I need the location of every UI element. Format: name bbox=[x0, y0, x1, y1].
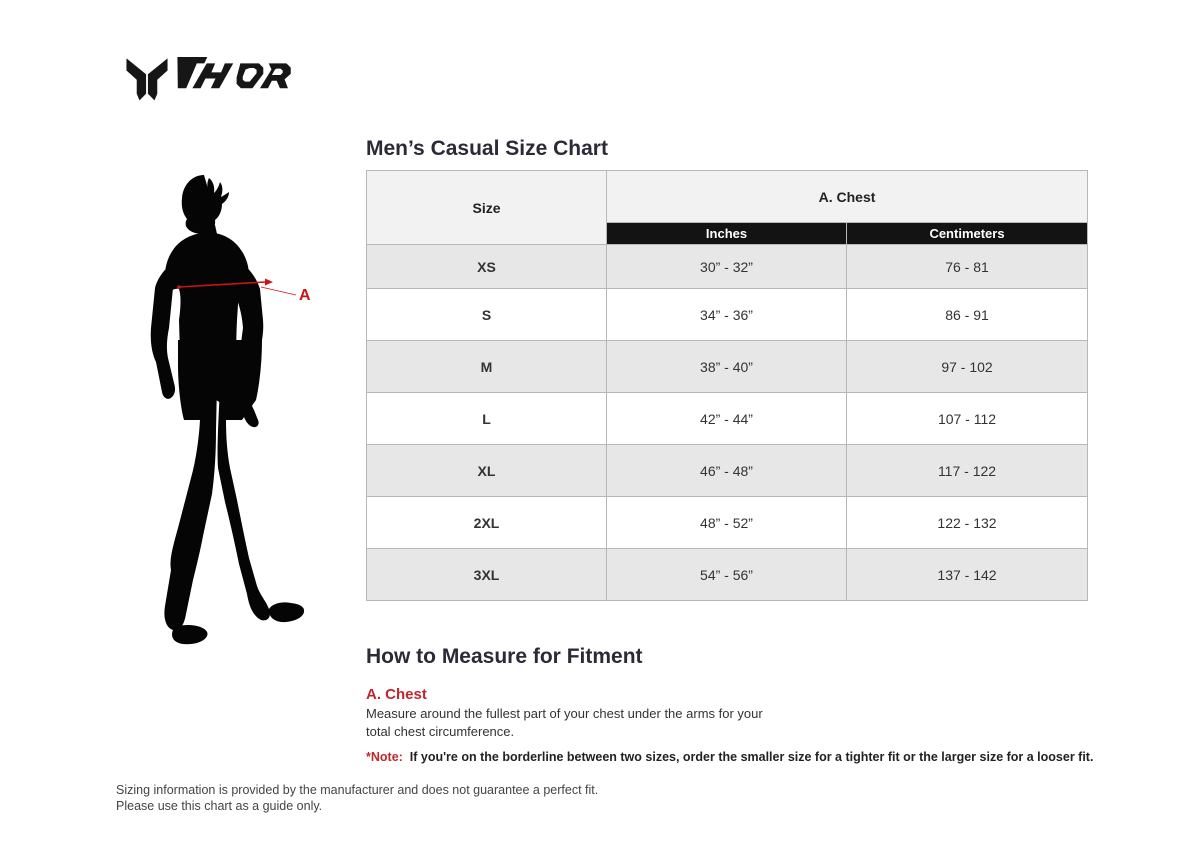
svg-text:A: A bbox=[299, 287, 311, 304]
